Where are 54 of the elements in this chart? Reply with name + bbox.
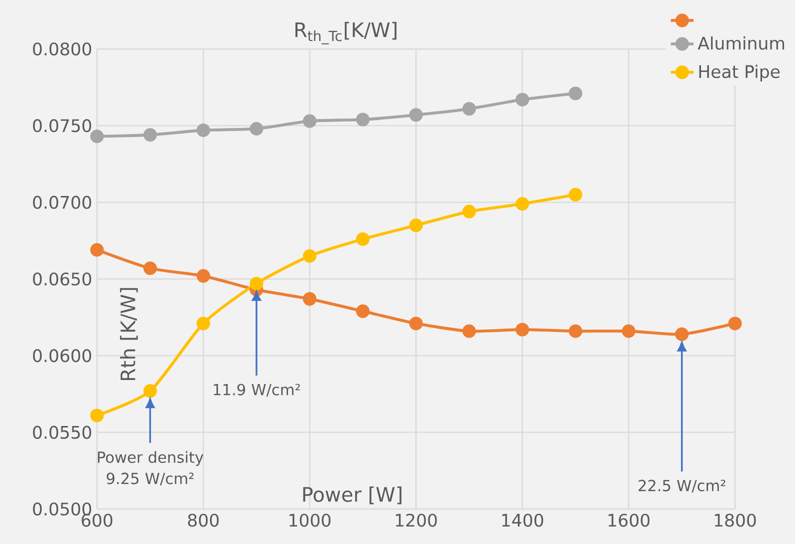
point	[516, 322, 530, 336]
point	[90, 130, 104, 144]
point	[196, 123, 210, 138]
y-tick-label: 0.0600	[33, 349, 92, 362]
y-tick-label: 0.0650	[33, 272, 92, 286]
point	[196, 316, 210, 330]
annotation: 11.9 W/cm²	[214, 384, 300, 397]
point	[516, 92, 530, 106]
point	[196, 269, 210, 283]
annotation: 22.5 W/cm²	[638, 480, 726, 493]
legend-label: Aluminum	[698, 36, 784, 50]
chart-title: R$_{th_Tc}$[K/W]	[295, 22, 396, 44]
point	[516, 197, 530, 211]
point	[356, 112, 370, 126]
point	[250, 122, 264, 136]
point	[462, 102, 476, 116]
y-tick-label: 0.0750	[33, 119, 92, 132]
point	[728, 316, 742, 330]
point	[302, 249, 316, 263]
x-tick-label: 1000	[290, 514, 330, 527]
y-tick-label: 0.0550	[33, 426, 92, 439]
point	[356, 304, 370, 318]
point	[409, 218, 423, 232]
x-tick-label: 600	[82, 514, 112, 527]
point	[568, 324, 582, 338]
point	[250, 276, 264, 290]
x-axis-title: Power [W]	[303, 486, 402, 504]
annotation: Power density 9.25 W/cm²	[98, 451, 204, 486]
x-tick-label: 1600	[608, 514, 650, 527]
y-axis-title: Rth [K/W]	[120, 288, 138, 380]
point	[143, 128, 157, 142]
x-tick-label: 1400	[502, 514, 544, 527]
point	[462, 324, 476, 338]
legend-label: Heat Pipe	[699, 64, 780, 82]
x-tick-label: 1800	[714, 514, 756, 527]
point	[409, 108, 423, 122]
point	[90, 408, 104, 422]
point	[90, 243, 104, 257]
point	[143, 384, 157, 398]
point	[409, 316, 423, 330]
point	[568, 86, 582, 100]
point	[302, 114, 316, 128]
point	[568, 188, 582, 202]
y-tick-label: 0.0700	[33, 196, 92, 209]
x-tick-label: 800	[188, 514, 219, 527]
point	[356, 232, 370, 246]
y-tick-label: 0.0500	[33, 502, 92, 516]
x-tick-label: 1200	[396, 514, 437, 527]
point	[622, 324, 636, 338]
point	[675, 327, 689, 341]
point	[302, 292, 316, 306]
point	[462, 204, 476, 218]
y-tick-label: 0.0800	[33, 42, 92, 56]
point	[143, 261, 157, 276]
